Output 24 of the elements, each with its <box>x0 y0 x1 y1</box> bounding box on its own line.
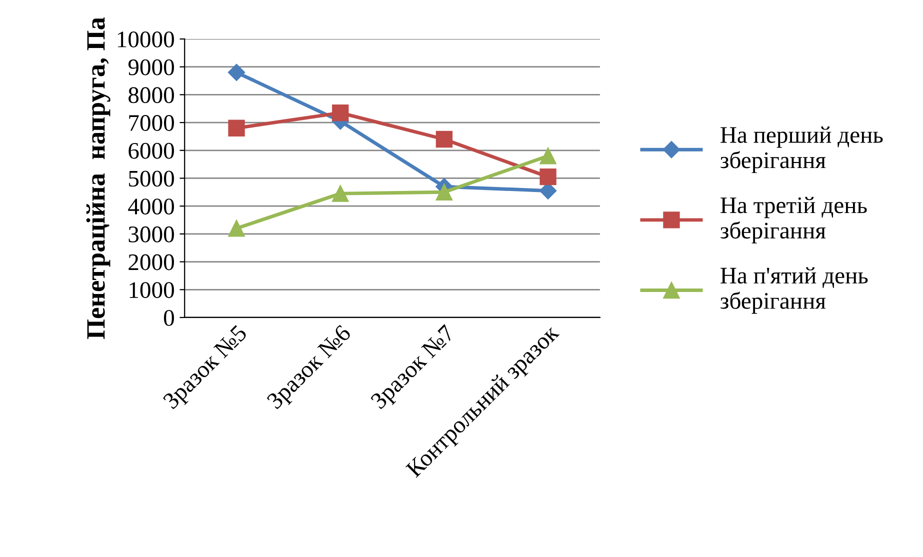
y-tick-label: 1000 <box>130 282 174 298</box>
point <box>228 120 245 136</box>
point <box>436 184 453 200</box>
y-tick-label: 2000 <box>128 254 174 270</box>
y-tick-label: 8000 <box>128 87 174 104</box>
legend-label: На третій день зберігання <box>720 196 867 244</box>
point <box>332 104 349 122</box>
point <box>228 64 246 81</box>
y-tick-label: 0 <box>164 310 174 326</box>
point <box>540 168 556 186</box>
y-tick-label: 3000 <box>128 226 174 242</box>
y-tick-label: 7000 <box>129 115 174 131</box>
point <box>228 220 245 237</box>
point <box>332 185 349 202</box>
point <box>540 148 556 164</box>
y-tick-label: 4000 <box>128 198 174 215</box>
y-tick-label: 6000 <box>128 142 174 159</box>
legend-label: На перший день зберігання <box>720 126 883 174</box>
y-tick-label: 5000 <box>129 170 174 187</box>
legend-label: На п'ятий день зберігання <box>720 267 868 314</box>
y-tick-label: 10000 <box>118 31 174 48</box>
point <box>436 130 453 148</box>
y-axis-title: Пенетраційна напруга, Па <box>86 17 110 339</box>
y-tick-label: 9000 <box>128 59 174 76</box>
